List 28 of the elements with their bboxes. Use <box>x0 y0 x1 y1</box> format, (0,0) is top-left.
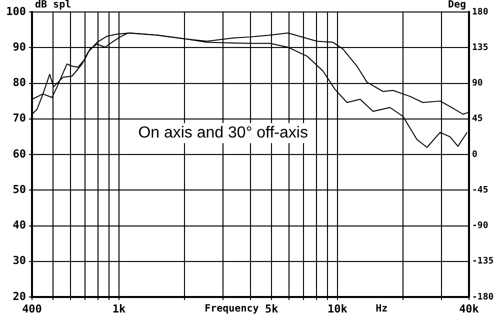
y2-tick-label: -135 <box>472 256 494 267</box>
y2-axis-title: Deg <box>448 0 466 11</box>
y2-tick-label: -45 <box>472 185 488 196</box>
y2-tick-label: -90 <box>472 221 488 232</box>
y-tick-label: 70 <box>12 112 26 125</box>
y-tick-label: 40 <box>12 218 26 232</box>
x-tick-label: 400 <box>22 302 42 316</box>
y2-tick-label: 135 <box>472 42 488 53</box>
y-tick-label: 50 <box>12 182 26 196</box>
y2-tick-label: 0 <box>472 150 478 160</box>
y-tick-label: 100 <box>6 4 26 18</box>
y2-tick-label: -180 <box>472 292 494 302</box>
y-tick-label: 30 <box>12 254 26 268</box>
x-tick-label: 1k <box>112 302 126 316</box>
x-tick-label: 5k <box>265 302 279 316</box>
y-tick-label: 80 <box>12 76 26 90</box>
x-tick-label: 40k <box>459 302 480 316</box>
y2-tick-label: 180 <box>472 7 488 18</box>
x-tick-label: 10k <box>328 302 348 316</box>
y-tick-label: 60 <box>12 147 26 160</box>
annotation: On axis and 30° off-axis <box>138 124 308 142</box>
text: Hz <box>376 304 388 315</box>
y2-tick-label: 90 <box>472 78 483 89</box>
y-axis-title: dB spl <box>35 0 72 11</box>
x-axis-title: Frequency <box>204 304 259 315</box>
y-tick-label: 20 <box>12 290 26 303</box>
y2-tick-label: 45 <box>472 114 483 124</box>
y-tick-label: 90 <box>12 40 26 54</box>
